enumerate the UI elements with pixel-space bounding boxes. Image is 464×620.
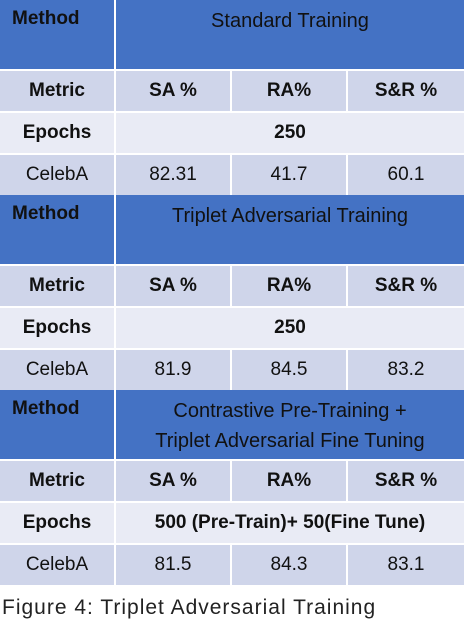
metric-row: Metric SA % RA% S&R % <box>0 461 464 501</box>
method-header-row: Method Contrastive Pre-Training + Triple… <box>0 390 464 459</box>
column-header-sa: SA % <box>116 71 232 111</box>
column-header-sa: SA % <box>116 461 232 501</box>
table-row: CelebA 81.5 84.3 83.1 <box>0 545 464 585</box>
method-title: Contrastive Pre-Training + Triplet Adver… <box>116 390 464 459</box>
column-header-sr: S&R % <box>374 80 438 101</box>
method-header-row: Method Triplet Adversarial Training <box>0 195 464 264</box>
epochs-value: 250 <box>274 122 306 143</box>
method-title-line: Triplet Adversarial Training <box>171 205 409 227</box>
value-sa: 82.31 <box>116 155 232 195</box>
dataset-label: CelebA <box>0 545 116 585</box>
value-sr: 83.2 <box>387 359 425 380</box>
method-header-row: Method Standard Training <box>0 0 464 69</box>
value-sr: 83.1 <box>387 554 425 575</box>
metric-row: Metric SA % RA% S&R % <box>0 266 464 306</box>
dataset-label: CelebA <box>0 350 116 390</box>
epochs-row: Epochs 250 <box>0 113 464 153</box>
table-row: CelebA 81.9 84.5 83.2 <box>0 350 464 390</box>
column-header-ra: RA% <box>232 71 348 111</box>
epochs-row: Epochs 500 (Pre-Train)+ 50(Fine Tune) <box>0 503 464 543</box>
metric-row: Metric SA % RA% S&R % <box>0 71 464 111</box>
metric-label: Metric <box>0 71 116 111</box>
metric-label: Metric <box>0 266 116 306</box>
epochs-label: Epochs <box>0 308 116 348</box>
epochs-label: Epochs <box>0 113 116 153</box>
method-title-line: Standard Training <box>211 10 369 32</box>
value-sa: 81.5 <box>116 545 232 585</box>
column-header-sr: S&R % <box>374 470 438 491</box>
method-label: Method <box>0 195 116 264</box>
epochs-value: 500 (Pre-Train)+ 50(Fine Tune) <box>154 512 426 533</box>
figure-caption: Figure 4: Triplet Adversarial Training <box>2 596 377 619</box>
table-row: CelebA 82.31 41.7 60.1 <box>0 155 464 195</box>
column-header-sr: S&R % <box>374 275 438 296</box>
epochs-row: Epochs 250 <box>0 308 464 348</box>
method-title: Standard Training <box>116 0 464 69</box>
epochs-value: 250 <box>274 317 306 338</box>
method-title: Triplet Adversarial Training <box>116 195 464 264</box>
value-sr: 60.1 <box>387 164 425 185</box>
dataset-label: CelebA <box>0 155 116 195</box>
method-title-line: Triplet Adversarial Fine Tuning <box>155 430 425 452</box>
column-header-ra: RA% <box>232 266 348 306</box>
epochs-label: Epochs <box>0 503 116 543</box>
value-sa: 81.9 <box>116 350 232 390</box>
column-header-ra: RA% <box>232 461 348 501</box>
method-label: Method <box>0 390 116 459</box>
value-ra: 41.7 <box>232 155 348 195</box>
value-ra: 84.3 <box>232 545 348 585</box>
value-ra: 84.5 <box>232 350 348 390</box>
metric-label: Metric <box>0 461 116 501</box>
method-title-line: Contrastive Pre-Training + <box>173 400 407 422</box>
column-header-sa: SA % <box>116 266 232 306</box>
method-label: Method <box>0 0 116 69</box>
